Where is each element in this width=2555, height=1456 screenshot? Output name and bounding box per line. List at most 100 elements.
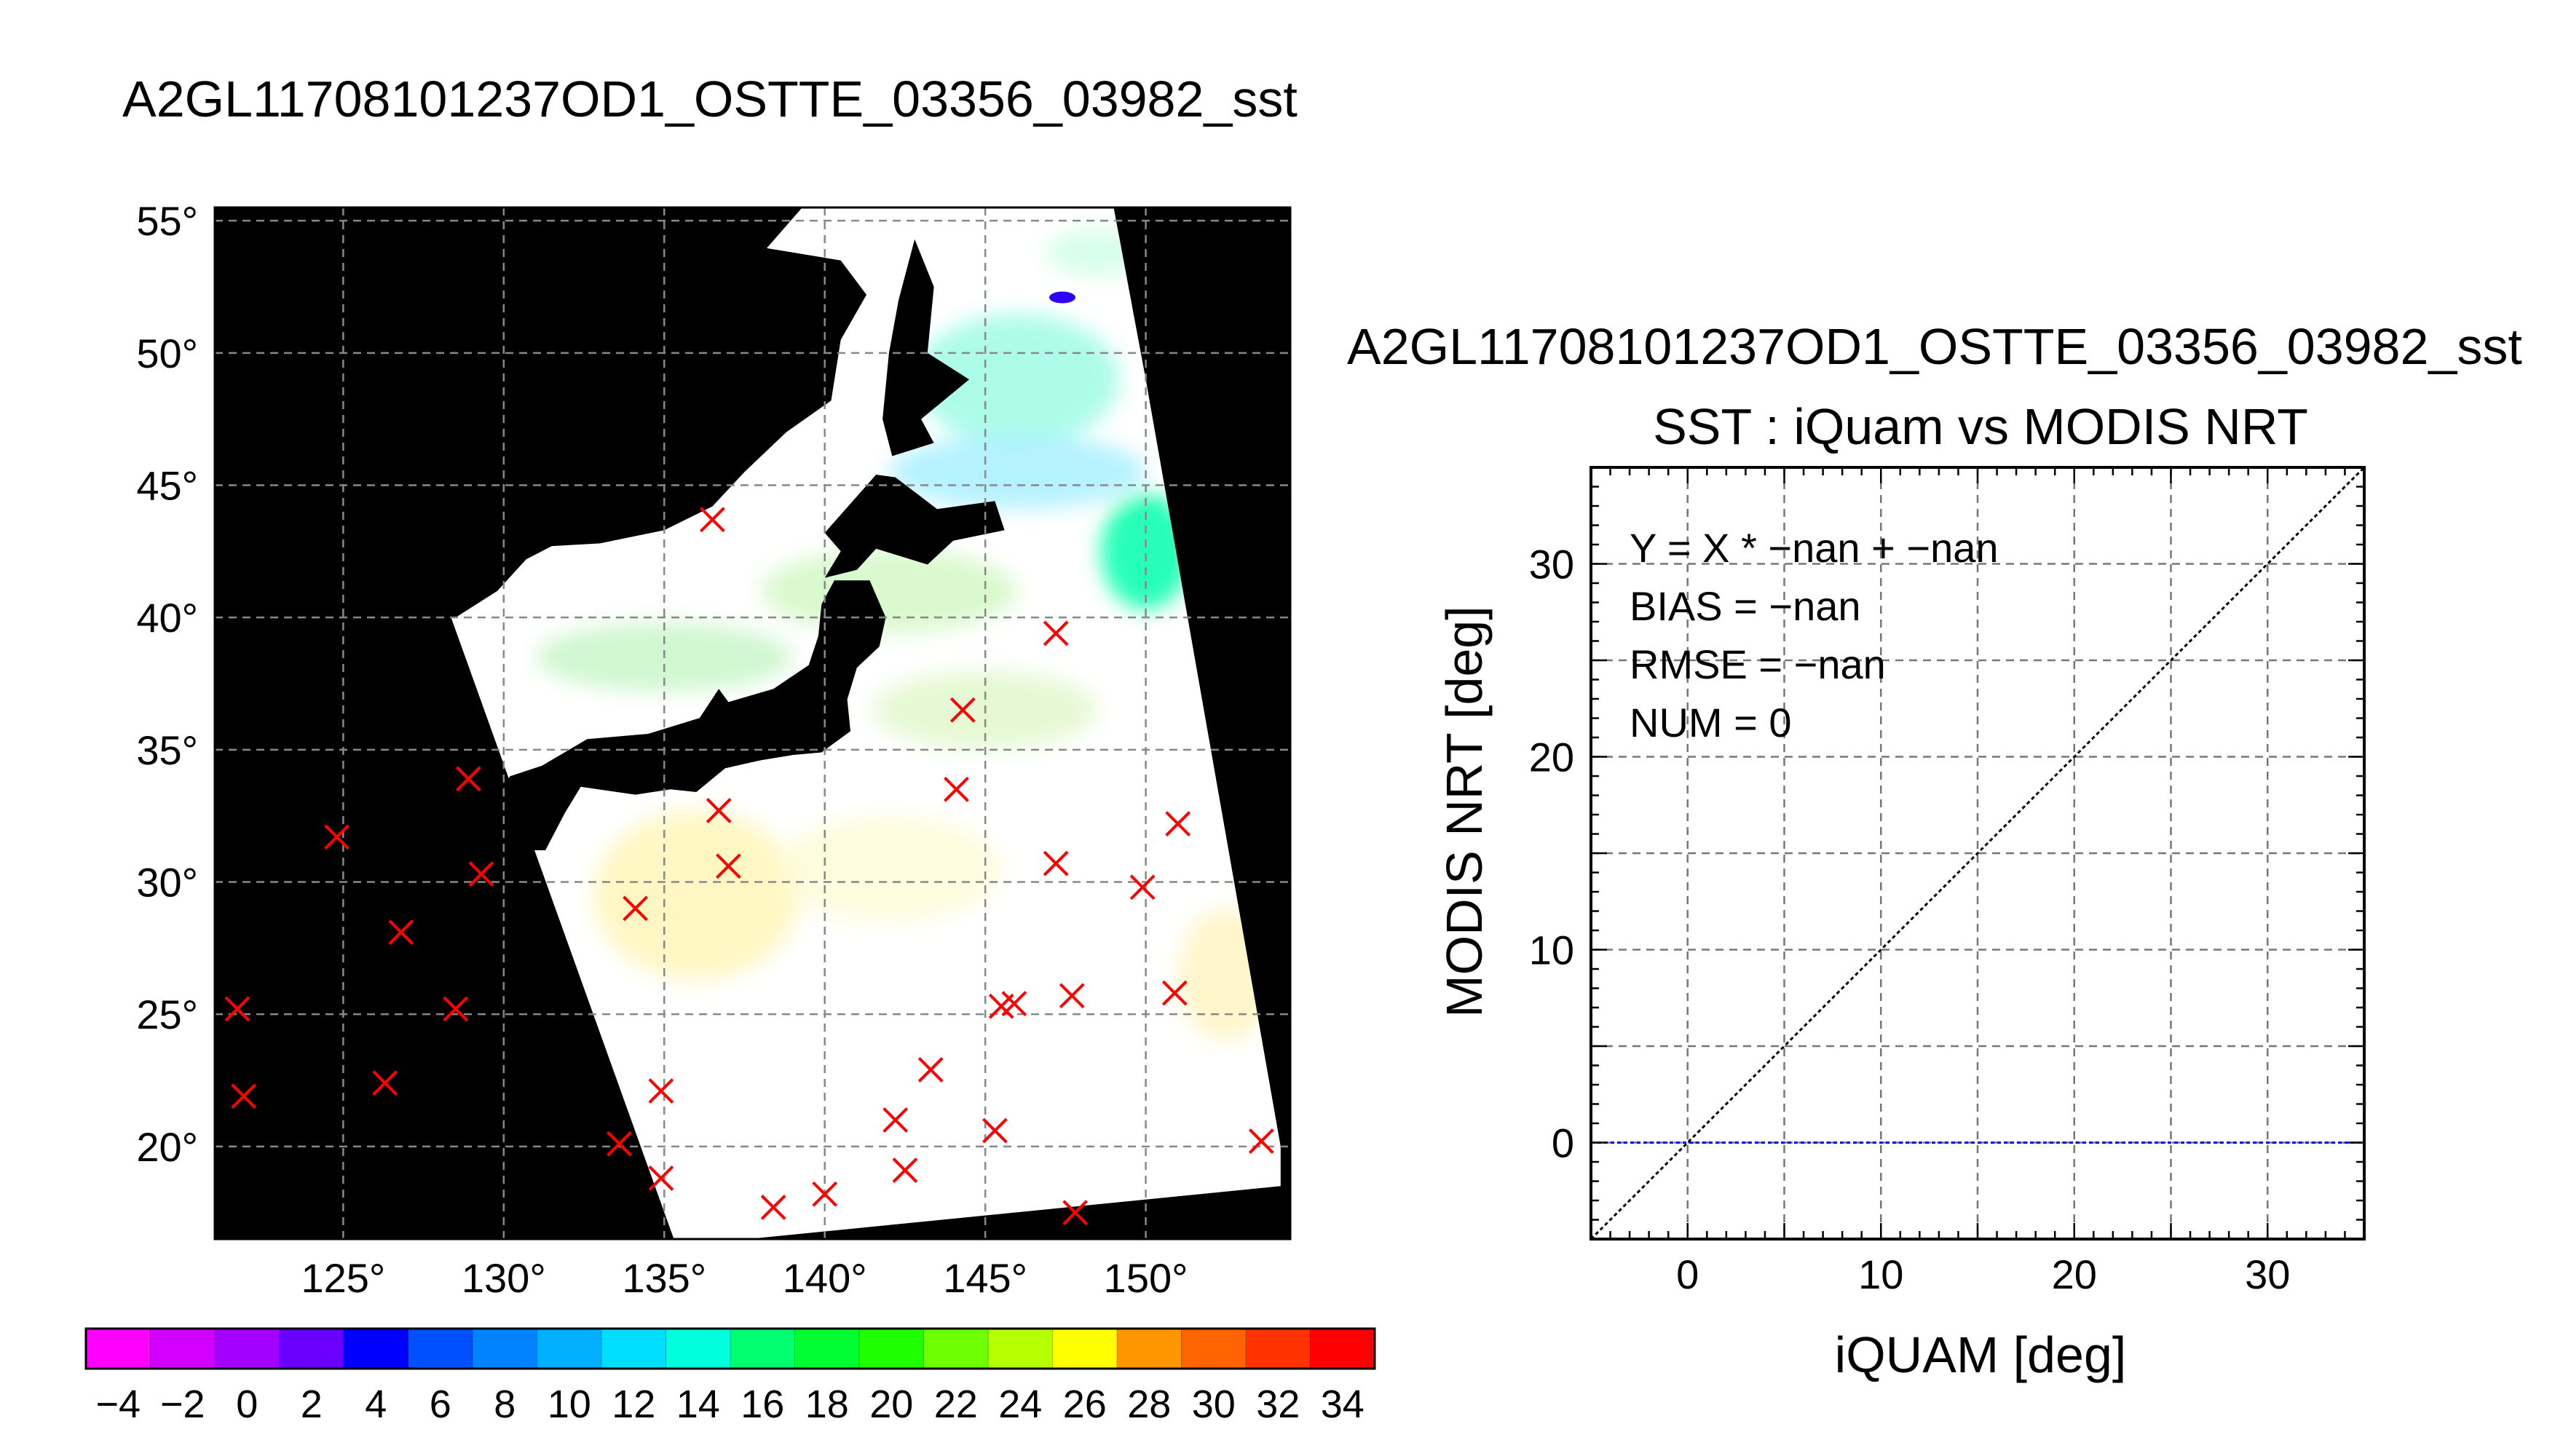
regression-text: Y = X * −nan + −nan: [1630, 525, 1999, 571]
color-bar-tick-label: 16: [741, 1382, 784, 1426]
sst-patch: [888, 435, 1146, 510]
color-bar-tick-label: 34: [1321, 1382, 1365, 1426]
scatter-y-axis-label: MODIS NRT [deg]: [1436, 606, 1493, 1017]
color-bar-bin: [150, 1329, 216, 1369]
map-x-tick-label: 140°: [783, 1255, 867, 1301]
station-marker: [648, 1078, 674, 1104]
scatter-x-tick-label: 0: [1676, 1251, 1699, 1297]
station-marker: [388, 919, 414, 945]
station-marker: [231, 1083, 257, 1109]
station-marker: [443, 996, 469, 1022]
station-marker: [982, 1117, 1008, 1144]
color-bar-bin: [86, 1329, 151, 1369]
map-y-tick-label: 20°: [136, 1124, 198, 1170]
map-x-tick-label: 130°: [462, 1255, 546, 1301]
station-marker: [949, 697, 976, 723]
sst-patch: [593, 810, 799, 980]
map-y-tick-label: 50°: [136, 331, 198, 376]
color-bar-tick-label: 8: [494, 1382, 516, 1426]
color-bar-bin: [666, 1329, 731, 1369]
color-bar-tick-label: 24: [998, 1382, 1042, 1426]
scatter-x-tick-label: 20: [2052, 1251, 2097, 1297]
scatter-subtitle: A2GL11708101237OD1_OSTTE_03356_03982_sst: [1347, 318, 2522, 375]
land-hokkaido: [824, 475, 1005, 578]
color-bar-tick-label: −4: [95, 1382, 141, 1426]
map-y-tick-label: 45°: [136, 463, 198, 509]
color-bar-tick-label: 14: [676, 1382, 720, 1426]
station-marker: [917, 1057, 944, 1083]
station-marker: [892, 1158, 918, 1183]
color-bar-bin: [473, 1329, 537, 1369]
color-bar-bin: [215, 1329, 280, 1369]
station-marker: [1129, 874, 1156, 901]
station-marker: [1059, 983, 1085, 1009]
color-bar-tick-label: 2: [301, 1382, 323, 1426]
color-bar-tick-label: 22: [934, 1382, 978, 1426]
color-bar-frame: [84, 1327, 1376, 1370]
color-bar-bin: [859, 1329, 924, 1369]
color-bar-tick-label: −2: [160, 1382, 205, 1426]
land-japan: [491, 580, 886, 850]
color-bar-tick-label: 32: [1256, 1382, 1300, 1426]
scatter-y-tick-label: 0: [1552, 1120, 1574, 1166]
station-marker: [1248, 1128, 1274, 1154]
color-bar-tick-label: 6: [430, 1382, 451, 1426]
station-marker: [372, 1070, 398, 1096]
station-marker: [224, 996, 250, 1022]
color-bar-bin: [344, 1329, 408, 1369]
sst-patch: [915, 313, 1121, 446]
color-bar-bin: [408, 1329, 473, 1369]
color-bar-tick-label: 20: [869, 1382, 913, 1426]
station-marker: [1161, 980, 1188, 1006]
map-x-tick-label: 135°: [622, 1255, 706, 1301]
station-marker: [1043, 850, 1069, 877]
scatter-y-tick-label: 10: [1529, 927, 1574, 973]
station-marker: [1001, 991, 1027, 1017]
map-title: A2GL11708101237OD1_OSTTE_03356_03982_sst: [122, 71, 1298, 127]
color-bar-bin: [730, 1329, 795, 1369]
color-bar-tick-label: 30: [1192, 1382, 1236, 1426]
color-bar-bin: [1052, 1329, 1118, 1369]
map-y-tick-label: 25°: [136, 992, 198, 1037]
map-x-tick-label: 145°: [943, 1255, 1027, 1301]
one-to-one-line: [1590, 466, 2366, 1241]
station-marker: [1043, 620, 1069, 646]
station-marker: [882, 1107, 909, 1133]
color-bar-tick-label: 28: [1127, 1382, 1171, 1426]
station-marker: [324, 824, 350, 850]
sst-patch: [1100, 493, 1191, 610]
station-marker: [944, 776, 969, 802]
sst-patch: [760, 548, 1018, 633]
station-marker: [1062, 1200, 1089, 1226]
color-bar-bin: [601, 1329, 666, 1369]
scatter-y-tick-label: 30: [1529, 542, 1574, 587]
scatter-x-tick-label: 30: [2245, 1251, 2290, 1297]
color-bar-bin: [1181, 1329, 1247, 1369]
scatter-plot: 0 10 20 30 0 10 20 30: [1529, 466, 2366, 1297]
map-y-tick-label: 55°: [136, 198, 198, 244]
color-bar-bin: [923, 1329, 989, 1369]
sst-map: 125° 130° 135° 140° 145° 150° 20° 25° 30° 35° 40° 4…: [136, 198, 1292, 1301]
station-marker: [607, 1131, 632, 1157]
color-bar-bin: [1246, 1329, 1311, 1369]
color-bar-bin: [988, 1329, 1053, 1369]
scatter-frame: [1590, 466, 2366, 1241]
sst-cold-spot: [1049, 291, 1075, 304]
map-x-tick-label: 150°: [1104, 1255, 1188, 1301]
color-bar-tick-label: 10: [548, 1382, 591, 1426]
station-marker: [716, 853, 741, 879]
scatter-x-tick-label: 10: [1858, 1251, 1903, 1297]
num-text: NUM = 0: [1630, 700, 1792, 745]
color-bar-tick-label: 18: [805, 1382, 849, 1426]
station-marker: [648, 1166, 674, 1191]
station-marker: [760, 1194, 786, 1220]
map-y-tick-label: 40°: [136, 595, 198, 641]
scatter-y-tick-label: 20: [1529, 735, 1574, 780]
map-frame: [213, 206, 1292, 1241]
sst-patch: [776, 815, 1002, 922]
station-marker: [468, 861, 494, 887]
stats-annotations: Y = X * −nan + −nan BIAS = −nan RMSE = −…: [1630, 525, 1999, 745]
color-bar-bin: [537, 1329, 602, 1369]
color-bar-tick-label: 12: [612, 1382, 655, 1426]
